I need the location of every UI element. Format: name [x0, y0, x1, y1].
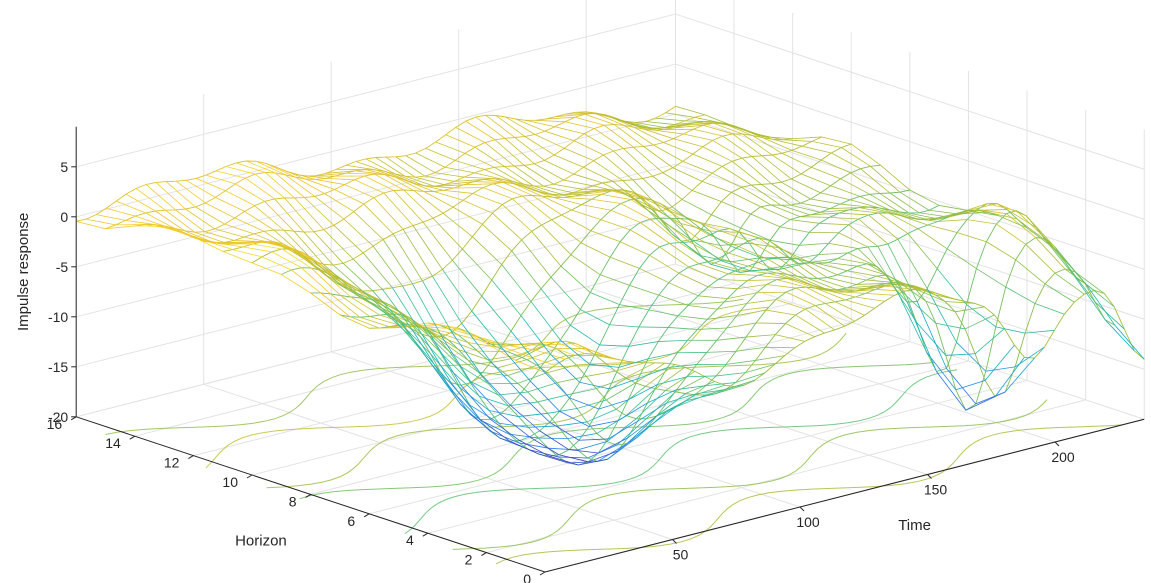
z-tick-label: -5 [56, 259, 69, 275]
y-tick-label: 6 [347, 513, 355, 529]
z-tick-label: 0 [60, 209, 68, 225]
z-axis-title: Impulse response [15, 213, 32, 331]
z-tick-label: -20 [48, 409, 68, 425]
y-tick-label: 10 [222, 474, 238, 490]
x-tick-label: 200 [1051, 449, 1075, 465]
y-tick-label: 2 [465, 552, 473, 568]
z-tick-label: -15 [48, 359, 68, 375]
y-tick-label: 16 [47, 416, 63, 432]
z-tick-label: 5 [60, 159, 68, 175]
x-tick-label: 150 [924, 482, 948, 498]
y-tick-label: 0 [523, 571, 531, 583]
y-tick-label: 4 [406, 532, 414, 548]
x-axis-title: Time [898, 517, 931, 534]
contour-projection [105, 298, 1124, 565]
x-tick-label: 100 [796, 514, 820, 530]
y-tick-label: 8 [289, 493, 297, 509]
y-tick-label: 12 [164, 455, 180, 471]
x-tick-label: 50 [673, 547, 689, 563]
surface-mesh [76, 105, 1145, 466]
y-tick-label: 14 [105, 435, 121, 451]
z-tick-label: -10 [48, 309, 68, 325]
y-axis-title: Horizon [235, 533, 287, 550]
